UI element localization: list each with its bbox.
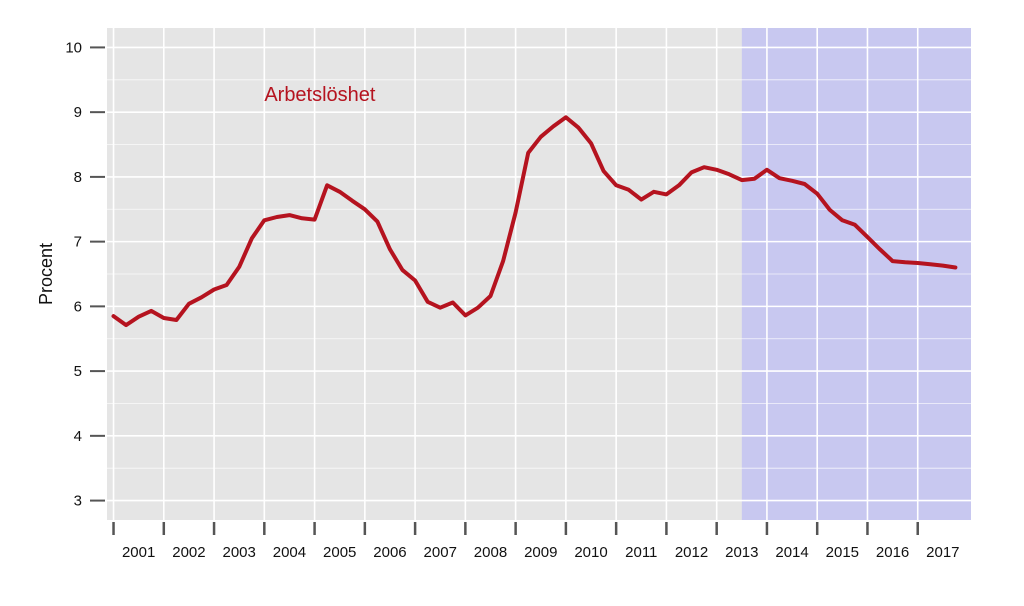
x-tick-label: 2002 [172, 544, 205, 561]
x-tick-label: 2008 [474, 544, 507, 561]
y-tick-label: 9 [74, 104, 82, 121]
x-tick-label: 2004 [273, 544, 306, 561]
x-tick-label: 2016 [876, 544, 909, 561]
x-tick-label: 2014 [775, 544, 808, 561]
y-axis-label: Procent [36, 243, 56, 305]
y-tick-label: 8 [74, 169, 82, 186]
series-label: Arbetslöshet [264, 84, 376, 106]
x-tick-label: 2013 [725, 544, 758, 561]
series-line [111, 115, 958, 328]
x-tick-label: 2007 [424, 544, 457, 561]
x-tick-label: 2003 [223, 544, 256, 561]
x-tick-label: 2010 [574, 544, 607, 561]
x-tick-label: 2012 [675, 544, 708, 561]
x-tick-label: 2001 [122, 544, 155, 561]
y-tick-label: 5 [74, 363, 82, 380]
y-tick-label: 10 [65, 39, 82, 56]
x-tick-label: 2006 [373, 544, 406, 561]
y-tick-label: 4 [74, 428, 82, 445]
x-tick-label: 2009 [524, 544, 557, 561]
y-tick-label: 7 [74, 234, 82, 251]
x-tick-label: 2011 [625, 544, 657, 561]
x-tick-label: 2005 [323, 544, 356, 561]
y-tick-label: 6 [74, 298, 82, 315]
x-tick-label: 2015 [826, 544, 859, 561]
y-tick-label: 3 [74, 493, 82, 510]
x-tick-label: 2017 [926, 544, 959, 561]
